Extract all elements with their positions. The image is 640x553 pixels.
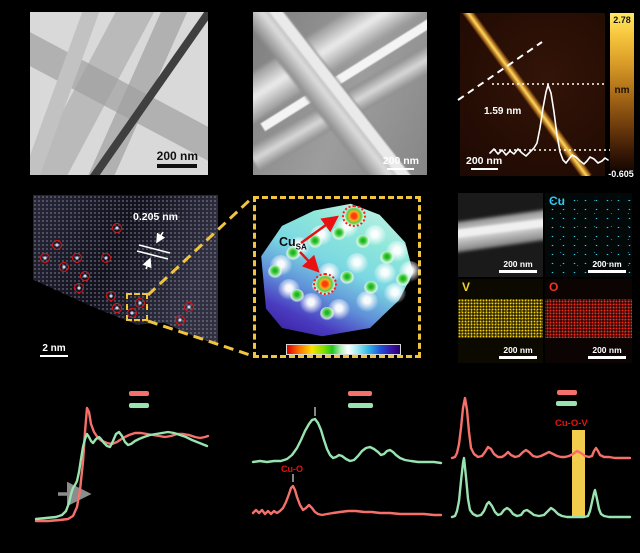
exafs-chart <box>251 407 443 517</box>
eds-scale-label: 200 nm <box>592 345 622 355</box>
eds-o-map: O 200 nm <box>545 279 632 363</box>
eds-scale-line <box>499 270 537 273</box>
sem-scale-line <box>387 167 415 170</box>
eds-scale-label: 200 nm <box>503 259 533 269</box>
surface-peak <box>286 247 300 261</box>
eds-mapping-panel: 200 nm Cu 200 nm V 200 nm O 200 nm <box>458 193 632 363</box>
cu-o-peak-label: Cu-O <box>281 464 303 474</box>
surface-bump <box>346 253 368 275</box>
afm-colorbar-unit: nm <box>614 85 630 96</box>
sem-image-panel: 200 nm <box>253 12 427 175</box>
eds-scale-bar: 200 nm <box>588 345 626 359</box>
sem-scale-label: 200 nm <box>382 154 419 167</box>
exafs-legend-red-swatch <box>348 391 372 396</box>
surface-peak <box>356 235 370 249</box>
afm-nanowire <box>460 13 593 176</box>
surface-peak <box>396 273 410 287</box>
surface-peak <box>320 307 334 321</box>
afm-image-panel: 1.59 nm 200 nm <box>460 13 605 176</box>
surface-peak <box>364 281 378 295</box>
eds-stem-image: 200 nm <box>458 193 543 277</box>
o-signal-band <box>545 299 632 338</box>
cu-map-label: Cu <box>549 194 565 208</box>
xanes-legend-red-swatch <box>129 391 149 396</box>
surface-colorbar <box>286 344 401 355</box>
v-map-label: V <box>462 280 471 294</box>
haadf-scale-line <box>40 355 68 357</box>
eds-scale-line <box>499 356 537 359</box>
eds-v-map: V 200 nm <box>458 279 543 363</box>
surface-3d-panel: CuSA <box>253 196 421 358</box>
tem-image-panel: 200 nm <box>30 12 208 175</box>
o-map-label: O <box>549 280 559 294</box>
eds-scale-bar: 200 nm <box>499 345 537 359</box>
haadf-stem-panel: 0.205 nm 2 nm <box>33 195 218 375</box>
eds-scale-bar: 200 nm <box>588 259 626 273</box>
diffraction-chart <box>450 396 632 519</box>
cu-site-marker <box>342 205 366 227</box>
afm-colorbar-max: 2.78 <box>613 15 631 25</box>
xanes-legend-green-swatch <box>129 403 149 408</box>
afm-colorbar: 2.78 nm <box>610 13 634 170</box>
tem-scale-line <box>157 164 198 168</box>
afm-colorbar-min: -0.605 <box>608 169 634 179</box>
eds-scale-label: 200 nm <box>592 259 622 269</box>
lattice-spacing-label: 0.205 nm <box>133 211 178 223</box>
haadf-scale-label: 2 nm <box>42 343 66 354</box>
eds-scale-bar: 200 nm <box>499 259 537 273</box>
afm-scale-label: 200 nm <box>466 154 503 167</box>
eds-cu-map: Cu 200 nm <box>545 193 632 277</box>
surface-bump <box>384 283 406 305</box>
xanes-chart <box>34 406 210 523</box>
haadf-scale-bar: 2 nm <box>40 343 68 357</box>
surface-peak <box>340 271 354 285</box>
eds-scale-line <box>588 356 626 359</box>
tem-scale-label: 200 nm <box>156 149 198 163</box>
cusa-label: CuSA <box>279 235 307 252</box>
surface-peak <box>308 235 322 249</box>
surface-bump <box>356 291 378 313</box>
surface-peak <box>380 251 394 265</box>
diffraction-legend-red-swatch <box>557 390 577 395</box>
sem-scale-bar: 200 nm <box>382 154 419 170</box>
zoom-region-box <box>126 293 148 321</box>
cu-site-marker <box>313 273 337 295</box>
exafs-legend-green-swatch <box>348 403 373 408</box>
cu-o-v-band-label: Cu-O-V <box>555 418 588 429</box>
cusa-label-sub: SA <box>295 242 307 252</box>
afm-scale-line <box>470 167 498 170</box>
cu-o-v-highlight-band <box>572 430 585 518</box>
cusa-label-main: Cu <box>279 235 296 249</box>
surface-bump <box>300 293 322 315</box>
surface-peak <box>290 289 304 303</box>
diffraction-legend-green-swatch <box>556 401 577 406</box>
v-signal-band <box>458 299 543 338</box>
surface-bump <box>374 263 396 285</box>
tem-scale-bar: 200 nm <box>157 149 198 168</box>
eds-scale-label: 200 nm <box>503 345 533 355</box>
afm-height-label: 1.59 nm <box>484 106 522 117</box>
surface-peak <box>268 265 282 279</box>
afm-scale-bar: 200 nm <box>466 154 503 170</box>
eds-scale-line <box>588 270 626 273</box>
surface-peak <box>332 227 346 241</box>
